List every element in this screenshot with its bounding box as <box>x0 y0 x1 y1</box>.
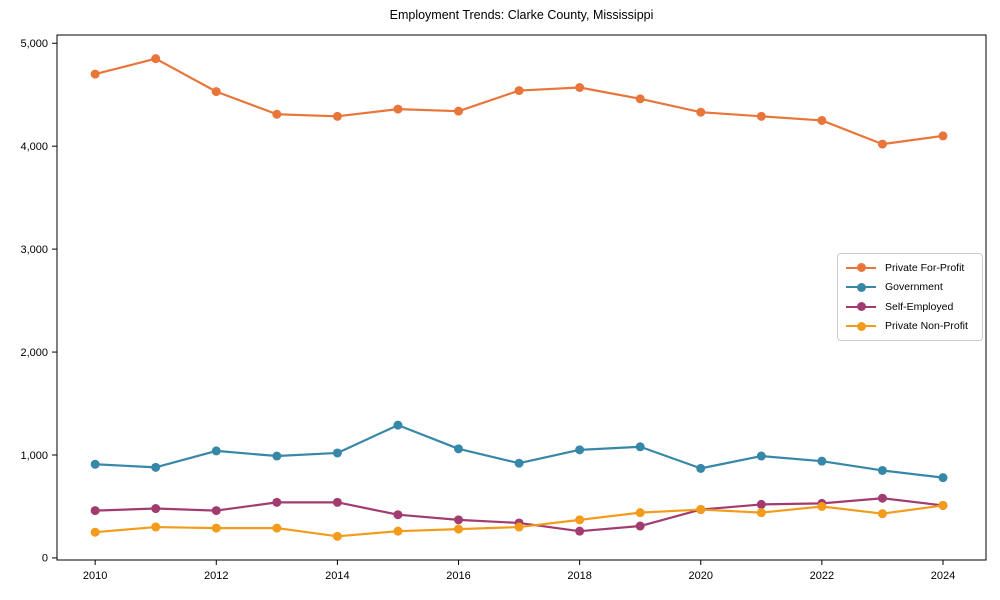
data-point-private-for-profit-2024 <box>938 131 948 141</box>
data-point-private-for-profit-2012 <box>211 87 221 97</box>
data-point-self-employed-2012 <box>211 506 221 516</box>
data-point-government-2018 <box>575 445 585 455</box>
data-point-government-2012 <box>211 446 221 456</box>
data-point-private-for-profit-2015 <box>393 104 403 114</box>
data-point-government-2020 <box>696 463 706 473</box>
series-line-private-for-profit <box>94 57 945 146</box>
data-point-self-employed-2010 <box>90 506 100 516</box>
data-point-private-non-profit-2016 <box>454 524 464 534</box>
data-point-government-2013 <box>272 451 282 461</box>
data-point-private-non-profit-2010 <box>90 527 100 537</box>
data-point-private-for-profit-2019 <box>635 94 645 104</box>
data-point-private-non-profit-2014 <box>332 531 342 541</box>
data-point-private-non-profit-2019 <box>635 508 645 518</box>
data-point-private-non-profit-2022 <box>817 501 827 511</box>
legend-label: Private Non-Profit <box>885 320 968 333</box>
data-point-private-non-profit-2015 <box>393 526 403 536</box>
legend-swatch-line-marker-icon <box>846 282 876 292</box>
series-line-government <box>94 424 945 479</box>
data-point-self-employed-2014 <box>332 497 342 507</box>
y-axis-tick-label: 2,000 <box>20 347 48 359</box>
data-point-government-2010 <box>90 459 100 469</box>
data-point-self-employed-2013 <box>272 497 282 507</box>
data-point-government-2022 <box>817 456 827 466</box>
legend-swatch-line-marker-icon <box>846 321 876 331</box>
data-point-self-employed-2016 <box>454 515 464 525</box>
legend-label: Government <box>885 281 943 294</box>
data-point-private-non-profit-2021 <box>756 508 766 518</box>
data-point-self-employed-2019 <box>635 521 645 531</box>
data-point-private-for-profit-2013 <box>272 109 282 119</box>
y-axis-tick-label: 4,000 <box>20 141 48 153</box>
legend-item-private-non-profit: Private Non-Profit <box>846 317 974 337</box>
data-point-government-2011 <box>151 462 161 472</box>
data-point-government-2023 <box>877 465 887 475</box>
legend-label: Private For-Profit <box>885 261 965 274</box>
data-point-self-employed-2011 <box>151 504 161 514</box>
data-point-self-employed-2023 <box>877 493 887 503</box>
data-point-self-employed-2018 <box>575 526 585 536</box>
chart-legend: Private For-Profit Government Self-Emplo… <box>837 253 983 341</box>
data-point-government-2015 <box>393 420 403 430</box>
data-point-government-2016 <box>454 444 464 454</box>
data-point-government-2019 <box>635 442 645 452</box>
legend-item-private-for-profit: Private For-Profit <box>846 258 974 278</box>
data-point-private-non-profit-2012 <box>211 523 221 533</box>
data-point-private-for-profit-2017 <box>514 86 524 96</box>
data-point-private-for-profit-2021 <box>756 111 766 121</box>
data-point-private-non-profit-2023 <box>877 509 887 519</box>
data-point-private-for-profit-2023 <box>877 139 887 149</box>
data-point-private-for-profit-2011 <box>151 54 161 64</box>
x-axis-tick-label: 2010 <box>83 570 107 582</box>
x-axis-tick-label: 2024 <box>931 570 955 582</box>
data-point-private-for-profit-2020 <box>696 107 706 117</box>
data-point-private-non-profit-2018 <box>575 515 585 525</box>
data-point-private-for-profit-2018 <box>575 83 585 92</box>
x-axis-tick-label: 2022 <box>810 570 834 582</box>
y-axis-tick-label: 5,000 <box>20 38 48 50</box>
y-axis-tick-label: 0 <box>42 553 48 565</box>
legend-item-government: Government <box>846 278 974 298</box>
data-point-private-non-profit-2024 <box>938 500 948 510</box>
data-point-private-for-profit-2014 <box>332 111 342 121</box>
data-point-government-2017 <box>514 458 524 468</box>
data-point-private-for-profit-2010 <box>90 69 100 79</box>
x-axis-tick-label: 2014 <box>325 570 349 582</box>
data-point-private-for-profit-2022 <box>817 115 827 125</box>
y-axis-tick-label: 1,000 <box>20 450 48 462</box>
x-axis-tick-label: 2016 <box>446 570 470 582</box>
data-point-private-non-profit-2013 <box>272 523 282 533</box>
x-axis-tick-label: 2012 <box>204 570 228 582</box>
legend-label: Self-Employed <box>885 300 954 313</box>
legend-swatch-line-marker-icon <box>846 302 876 312</box>
data-point-self-employed-2021 <box>756 499 766 509</box>
data-point-self-employed-2015 <box>393 510 403 520</box>
data-point-government-2014 <box>332 448 342 458</box>
data-point-private-for-profit-2016 <box>454 106 464 116</box>
x-axis-tick-label: 2018 <box>567 570 591 582</box>
chart-title: Employment Trends: Clarke County, Missis… <box>389 8 654 22</box>
legend-item-self-employed: Self-Employed <box>846 297 974 317</box>
data-point-private-non-profit-2017 <box>514 522 524 532</box>
legend-swatch-line-marker-icon <box>846 263 876 273</box>
x-axis-tick-label: 2020 <box>689 570 713 582</box>
data-point-private-non-profit-2011 <box>151 522 161 532</box>
plot-area-border <box>56 34 987 561</box>
data-point-government-2024 <box>938 473 948 483</box>
data-point-government-2021 <box>756 451 766 461</box>
y-axis-tick-label: 3,000 <box>20 244 48 256</box>
data-point-private-non-profit-2020 <box>696 505 706 515</box>
